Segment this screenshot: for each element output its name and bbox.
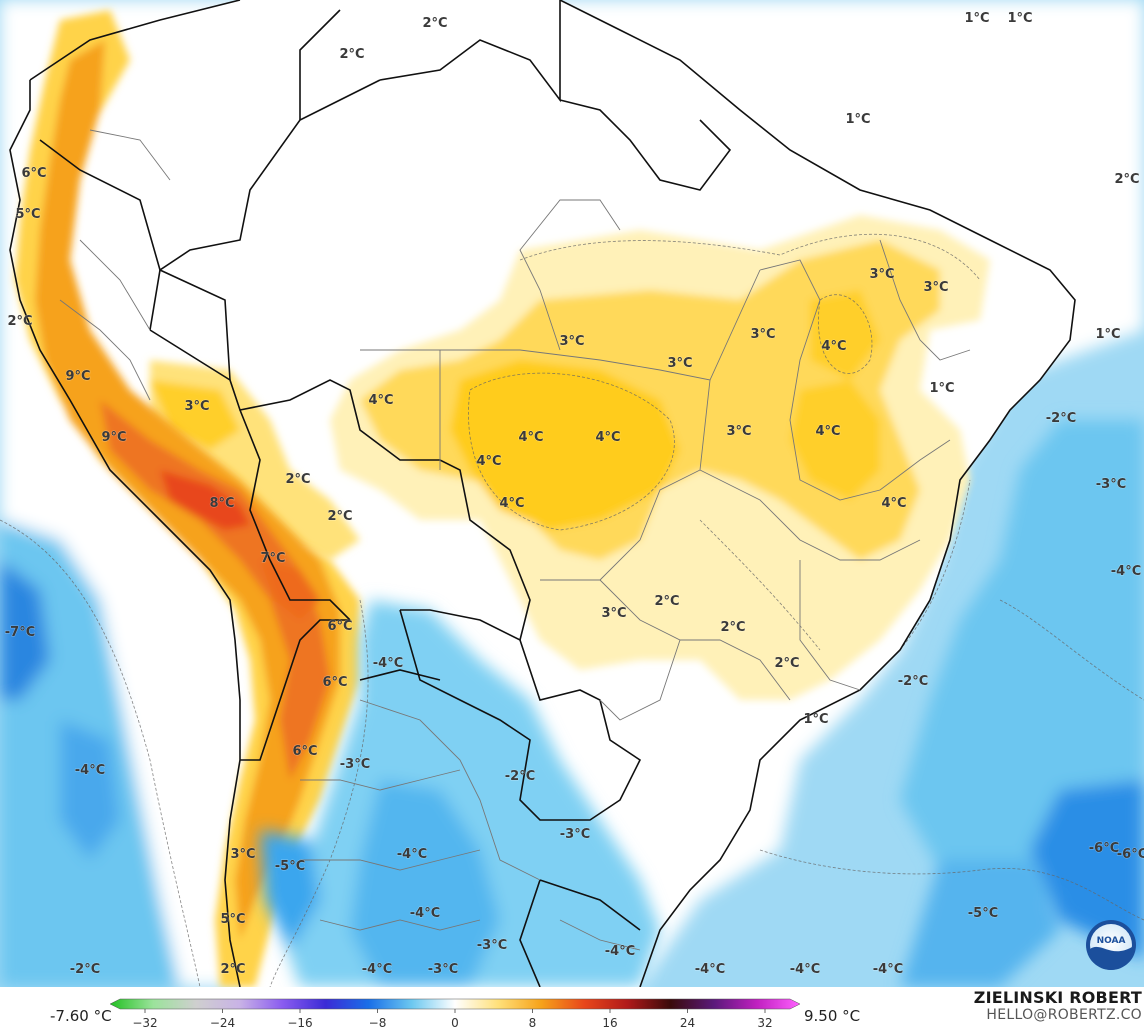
colorbar-tick-label: 8 (529, 1016, 537, 1030)
temperature-label: 4°C (368, 393, 393, 408)
temperature-label: 2°C (1114, 172, 1139, 187)
temperature-label: 7°C (260, 551, 285, 566)
temperature-anomaly-map: 2°C 1°C 1°C 2°C 1°C 2°C 6°C 5°C 3°C 3°C 2°C 3°C 1°C 3… (0, 0, 1144, 987)
colorbar-tick-label: 32 (757, 1016, 772, 1030)
colorbar-min-label: -7.60 °C (50, 1007, 112, 1025)
credit-name: ZIELINSKI ROBERT (973, 988, 1142, 1007)
colorbar-tick-label: −8 (369, 1016, 387, 1030)
temperature-label: 8°C (209, 496, 234, 511)
temperature-label: 4°C (518, 430, 543, 445)
temperature-label: -7°C (5, 625, 35, 640)
temperature-label: 1°C (964, 11, 989, 26)
temperature-label: -4°C (410, 906, 440, 921)
temperature-label: 9°C (65, 369, 90, 384)
temperature-label: 4°C (476, 454, 501, 469)
temperature-labels: 2°C 1°C 1°C 2°C 1°C 2°C 6°C 5°C 3°C 3°C 2°C 3°C 1°C 3… (4, 11, 1144, 978)
temperature-label: 1°C (1095, 327, 1120, 342)
colorbar-ticks: −32 −24 −16 −8 0 8 16 24 32 (132, 1009, 773, 1030)
temperature-label: 2°C (654, 594, 679, 609)
temperature-label: -2°C (505, 769, 535, 784)
temperature-label: 4°C (595, 430, 620, 445)
andes-warm-band (15, 10, 360, 987)
temperature-label: -4°C (695, 962, 725, 977)
temperature-label: 2°C (720, 620, 745, 635)
temperature-label: 4°C (881, 496, 906, 511)
temperature-label: -4°C (790, 962, 820, 977)
temperature-label: 5°C (15, 207, 40, 222)
temperature-label: -2°C (70, 962, 100, 977)
temperature-label: -4°C (362, 962, 392, 977)
temperature-label: 3°C (750, 327, 775, 342)
temperature-label: -4°C (397, 847, 427, 862)
temperature-label: 6°C (322, 675, 347, 690)
temperature-label: -3°C (428, 962, 458, 977)
isotherm-contours (0, 233, 1144, 987)
temperature-label: 4°C (821, 339, 846, 354)
state-borders (59, 129, 971, 951)
colorbar: −32 −24 −16 −8 0 8 16 24 32 (110, 998, 801, 1030)
warm-anomaly-fields (150, 215, 990, 700)
temperature-label: -5°C (275, 859, 305, 874)
temperature-label: 3°C (726, 424, 751, 439)
temperature-label: 3°C (230, 847, 255, 862)
temperature-label: -2°C (898, 674, 928, 689)
temperature-label: -4°C (373, 656, 403, 671)
temperature-label: 1°C (1007, 11, 1032, 26)
temperature-label: 3°C (601, 606, 626, 621)
temperature-label: 5°C (220, 912, 245, 927)
colorbar-tick-label: 0 (451, 1016, 459, 1030)
temperature-label: -3°C (340, 757, 370, 772)
colorbar-tick-label: −32 (132, 1016, 157, 1030)
temperature-label: 3°C (559, 334, 584, 349)
temperature-label: 2°C (327, 509, 352, 524)
colorbar-tick-label: 16 (602, 1016, 617, 1030)
temperature-label: -4°C (1111, 564, 1141, 579)
temperature-label: 3°C (184, 399, 209, 414)
colorbar-bar (110, 998, 801, 1010)
temperature-label: -4°C (873, 962, 903, 977)
temperature-label: 2°C (7, 314, 32, 329)
temperature-label: -3°C (560, 827, 590, 842)
temperature-label: -3°C (1096, 477, 1126, 492)
temperature-label: 2°C (285, 472, 310, 487)
colorbar-max-label: 9.50 °C (804, 1007, 861, 1025)
temperature-label: 6°C (292, 744, 317, 759)
temperature-label: 3°C (923, 280, 948, 295)
temperature-label: -6°C (1117, 847, 1144, 862)
temperature-label: 6°C (21, 166, 46, 181)
temperature-label: -4°C (605, 944, 635, 959)
temperature-label: 2°C (339, 47, 364, 62)
credit-email: HELLO@ROBERTZ.CO (986, 1007, 1142, 1023)
colorbar-tick-label: 24 (680, 1016, 695, 1030)
temperature-label: -5°C (968, 906, 998, 921)
colorbar-tick-label: −16 (287, 1016, 312, 1030)
temperature-label: 2°C (220, 962, 245, 977)
cold-anomaly-land (260, 600, 660, 987)
temperature-label: 1°C (803, 712, 828, 727)
temperature-label: 3°C (869, 267, 894, 282)
temperature-label: -3°C (477, 938, 507, 953)
colorbar-section: -7.60 °C −32 −24 −16 −8 0 8 16 24 32 9.50 °C ZIE… (0, 987, 1144, 1035)
noaa-logo: NOAA (1086, 920, 1136, 970)
temperature-label: -6°C (1089, 841, 1119, 856)
temperature-label: 9°C (101, 430, 126, 445)
temperature-label: 2°C (422, 16, 447, 31)
temperature-label: -4°C (75, 763, 105, 778)
temperature-label: 4°C (499, 496, 524, 511)
temperature-label: 3°C (667, 356, 692, 371)
colorbar-tick-label: −24 (210, 1016, 235, 1030)
noaa-logo-text: NOAA (1097, 936, 1126, 946)
temperature-label: 6°C (327, 619, 352, 634)
temperature-label: 1°C (845, 112, 870, 127)
temperature-label: -2°C (1046, 411, 1076, 426)
temperature-label: 1°C (929, 381, 954, 396)
temperature-label: 2°C (774, 656, 799, 671)
temperature-label: 4°C (815, 424, 840, 439)
